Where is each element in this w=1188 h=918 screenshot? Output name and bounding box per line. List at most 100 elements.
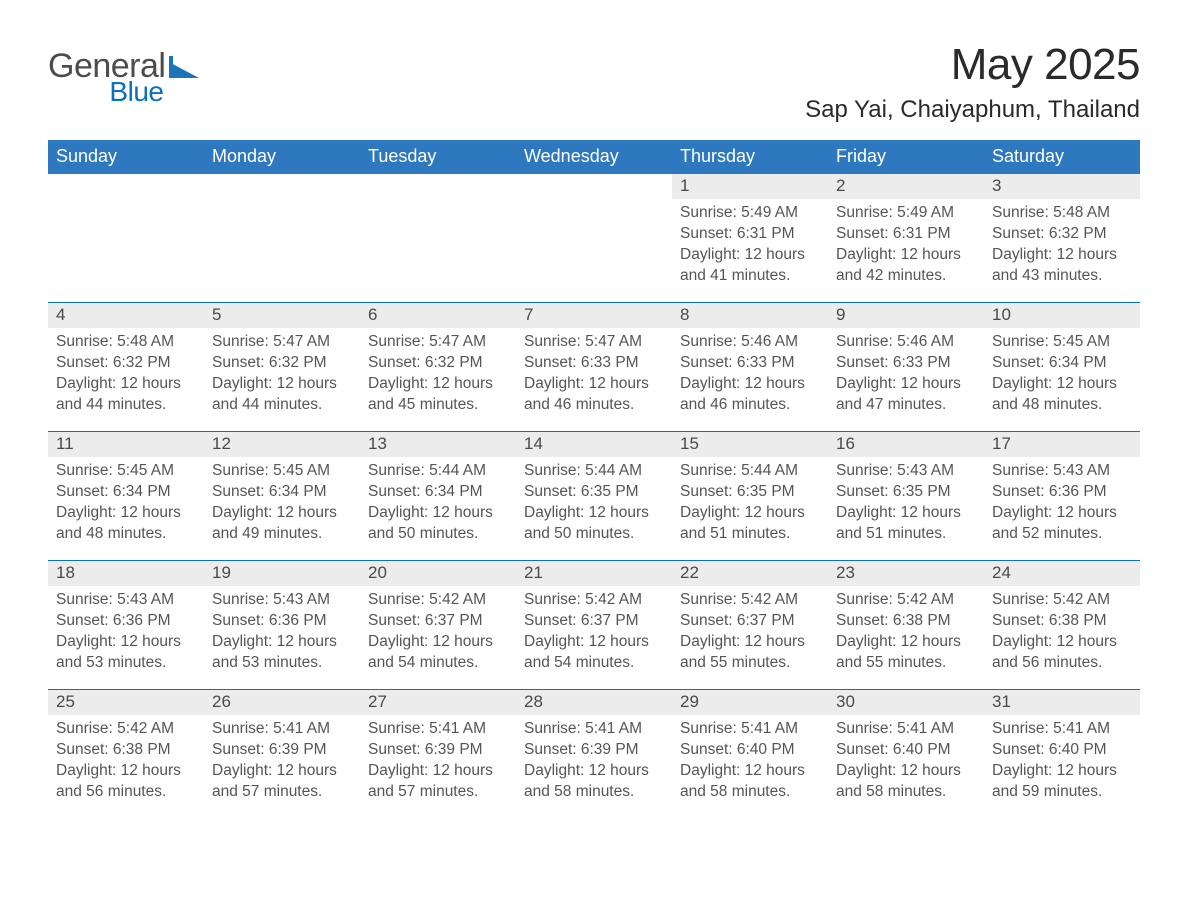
day-cell: 4Sunrise: 5:48 AMSunset: 6:32 PMDaylight… <box>48 303 204 431</box>
day-number: 12 <box>204 432 360 457</box>
day-cell: 6Sunrise: 5:47 AMSunset: 6:32 PMDaylight… <box>360 303 516 431</box>
sunset-line: Sunset: 6:37 PM <box>680 611 820 632</box>
daylight-line: Daylight: 12 hours and 50 minutes. <box>524 503 664 545</box>
daylight-line: Daylight: 12 hours and 58 minutes. <box>680 761 820 803</box>
daylight-line: Daylight: 12 hours and 56 minutes. <box>992 632 1132 674</box>
daylight-line: Daylight: 12 hours and 46 minutes. <box>524 374 664 416</box>
day-number: 30 <box>828 690 984 715</box>
day-number: 7 <box>516 303 672 328</box>
day-number: 2 <box>828 174 984 199</box>
daylight-line: Daylight: 12 hours and 53 minutes. <box>56 632 196 674</box>
sunrise-line: Sunrise: 5:49 AM <box>680 203 820 224</box>
calendar-body: 1Sunrise: 5:49 AMSunset: 6:31 PMDaylight… <box>48 174 1140 818</box>
day-header: Friday <box>828 140 984 174</box>
daylight-line: Daylight: 12 hours and 50 minutes. <box>368 503 508 545</box>
sunrise-line: Sunrise: 5:41 AM <box>368 719 508 740</box>
day-number <box>360 174 516 199</box>
day-details: Sunrise: 5:42 AMSunset: 6:38 PMDaylight:… <box>48 715 204 809</box>
sunrise-line: Sunrise: 5:42 AM <box>524 590 664 611</box>
day-cell: 18Sunrise: 5:43 AMSunset: 6:36 PMDayligh… <box>48 561 204 689</box>
day-details: Sunrise: 5:48 AMSunset: 6:32 PMDaylight:… <box>48 328 204 422</box>
day-cell: 1Sunrise: 5:49 AMSunset: 6:31 PMDaylight… <box>672 174 828 302</box>
sunset-line: Sunset: 6:34 PM <box>212 482 352 503</box>
sunset-line: Sunset: 6:34 PM <box>368 482 508 503</box>
day-details: Sunrise: 5:41 AMSunset: 6:39 PMDaylight:… <box>516 715 672 809</box>
day-details: Sunrise: 5:45 AMSunset: 6:34 PMDaylight:… <box>984 328 1140 422</box>
day-details: Sunrise: 5:45 AMSunset: 6:34 PMDaylight:… <box>204 457 360 551</box>
sunrise-line: Sunrise: 5:42 AM <box>992 590 1132 611</box>
sunset-line: Sunset: 6:38 PM <box>56 740 196 761</box>
daylight-line: Daylight: 12 hours and 44 minutes. <box>56 374 196 416</box>
day-header: Saturday <box>984 140 1140 174</box>
day-details <box>360 199 516 209</box>
day-cell: 23Sunrise: 5:42 AMSunset: 6:38 PMDayligh… <box>828 561 984 689</box>
day-number: 23 <box>828 561 984 586</box>
sunrise-line: Sunrise: 5:43 AM <box>56 590 196 611</box>
day-number: 4 <box>48 303 204 328</box>
day-number: 20 <box>360 561 516 586</box>
day-details: Sunrise: 5:43 AMSunset: 6:35 PMDaylight:… <box>828 457 984 551</box>
day-details: Sunrise: 5:42 AMSunset: 6:38 PMDaylight:… <box>828 586 984 680</box>
day-cell: 28Sunrise: 5:41 AMSunset: 6:39 PMDayligh… <box>516 690 672 818</box>
day-details: Sunrise: 5:49 AMSunset: 6:31 PMDaylight:… <box>828 199 984 293</box>
empty-cell <box>204 174 360 302</box>
day-details: Sunrise: 5:47 AMSunset: 6:32 PMDaylight:… <box>204 328 360 422</box>
sunset-line: Sunset: 6:32 PM <box>56 353 196 374</box>
daylight-line: Daylight: 12 hours and 55 minutes. <box>836 632 976 674</box>
sunset-line: Sunset: 6:34 PM <box>56 482 196 503</box>
sunset-line: Sunset: 6:37 PM <box>524 611 664 632</box>
day-cell: 29Sunrise: 5:41 AMSunset: 6:40 PMDayligh… <box>672 690 828 818</box>
day-number: 8 <box>672 303 828 328</box>
day-number: 14 <box>516 432 672 457</box>
day-number: 10 <box>984 303 1140 328</box>
sunrise-line: Sunrise: 5:43 AM <box>212 590 352 611</box>
day-number: 16 <box>828 432 984 457</box>
day-number <box>204 174 360 199</box>
day-details: Sunrise: 5:46 AMSunset: 6:33 PMDaylight:… <box>828 328 984 422</box>
daylight-line: Daylight: 12 hours and 53 minutes. <box>212 632 352 674</box>
week-row: 1Sunrise: 5:49 AMSunset: 6:31 PMDaylight… <box>48 174 1140 302</box>
day-details: Sunrise: 5:45 AMSunset: 6:34 PMDaylight:… <box>48 457 204 551</box>
day-number: 9 <box>828 303 984 328</box>
day-number <box>516 174 672 199</box>
day-number: 1 <box>672 174 828 199</box>
day-details: Sunrise: 5:47 AMSunset: 6:32 PMDaylight:… <box>360 328 516 422</box>
day-cell: 21Sunrise: 5:42 AMSunset: 6:37 PMDayligh… <box>516 561 672 689</box>
day-cell: 7Sunrise: 5:47 AMSunset: 6:33 PMDaylight… <box>516 303 672 431</box>
calendar-page: General Blue May 2025 Sap Yai, Chaiyaphu… <box>0 0 1188 918</box>
sunset-line: Sunset: 6:40 PM <box>992 740 1132 761</box>
month-title: May 2025 <box>805 40 1140 90</box>
sunrise-line: Sunrise: 5:48 AM <box>992 203 1132 224</box>
daylight-line: Daylight: 12 hours and 47 minutes. <box>836 374 976 416</box>
day-details: Sunrise: 5:42 AMSunset: 6:38 PMDaylight:… <box>984 586 1140 680</box>
day-details: Sunrise: 5:41 AMSunset: 6:39 PMDaylight:… <box>204 715 360 809</box>
daylight-line: Daylight: 12 hours and 45 minutes. <box>368 374 508 416</box>
calendar-table: SundayMondayTuesdayWednesdayThursdayFrid… <box>48 140 1140 818</box>
day-number: 25 <box>48 690 204 715</box>
day-header: Thursday <box>672 140 828 174</box>
logo-text: General Blue <box>48 52 165 106</box>
day-details: Sunrise: 5:43 AMSunset: 6:36 PMDaylight:… <box>204 586 360 680</box>
day-cell: 11Sunrise: 5:45 AMSunset: 6:34 PMDayligh… <box>48 432 204 560</box>
sunset-line: Sunset: 6:36 PM <box>212 611 352 632</box>
day-details <box>48 199 204 209</box>
day-cell: 16Sunrise: 5:43 AMSunset: 6:35 PMDayligh… <box>828 432 984 560</box>
day-number: 19 <box>204 561 360 586</box>
sunset-line: Sunset: 6:38 PM <box>836 611 976 632</box>
empty-cell <box>360 174 516 302</box>
day-details: Sunrise: 5:44 AMSunset: 6:35 PMDaylight:… <box>672 457 828 551</box>
day-cell: 15Sunrise: 5:44 AMSunset: 6:35 PMDayligh… <box>672 432 828 560</box>
day-cell: 13Sunrise: 5:44 AMSunset: 6:34 PMDayligh… <box>360 432 516 560</box>
day-cell: 9Sunrise: 5:46 AMSunset: 6:33 PMDaylight… <box>828 303 984 431</box>
day-details: Sunrise: 5:49 AMSunset: 6:31 PMDaylight:… <box>672 199 828 293</box>
sunset-line: Sunset: 6:35 PM <box>524 482 664 503</box>
day-number: 21 <box>516 561 672 586</box>
day-cell: 27Sunrise: 5:41 AMSunset: 6:39 PMDayligh… <box>360 690 516 818</box>
day-cell: 5Sunrise: 5:47 AMSunset: 6:32 PMDaylight… <box>204 303 360 431</box>
daylight-line: Daylight: 12 hours and 54 minutes. <box>368 632 508 674</box>
sunrise-line: Sunrise: 5:42 AM <box>836 590 976 611</box>
week-row: 25Sunrise: 5:42 AMSunset: 6:38 PMDayligh… <box>48 690 1140 818</box>
location-subtitle: Sap Yai, Chaiyaphum, Thailand <box>805 96 1140 124</box>
sunset-line: Sunset: 6:35 PM <box>836 482 976 503</box>
day-details <box>204 199 360 209</box>
